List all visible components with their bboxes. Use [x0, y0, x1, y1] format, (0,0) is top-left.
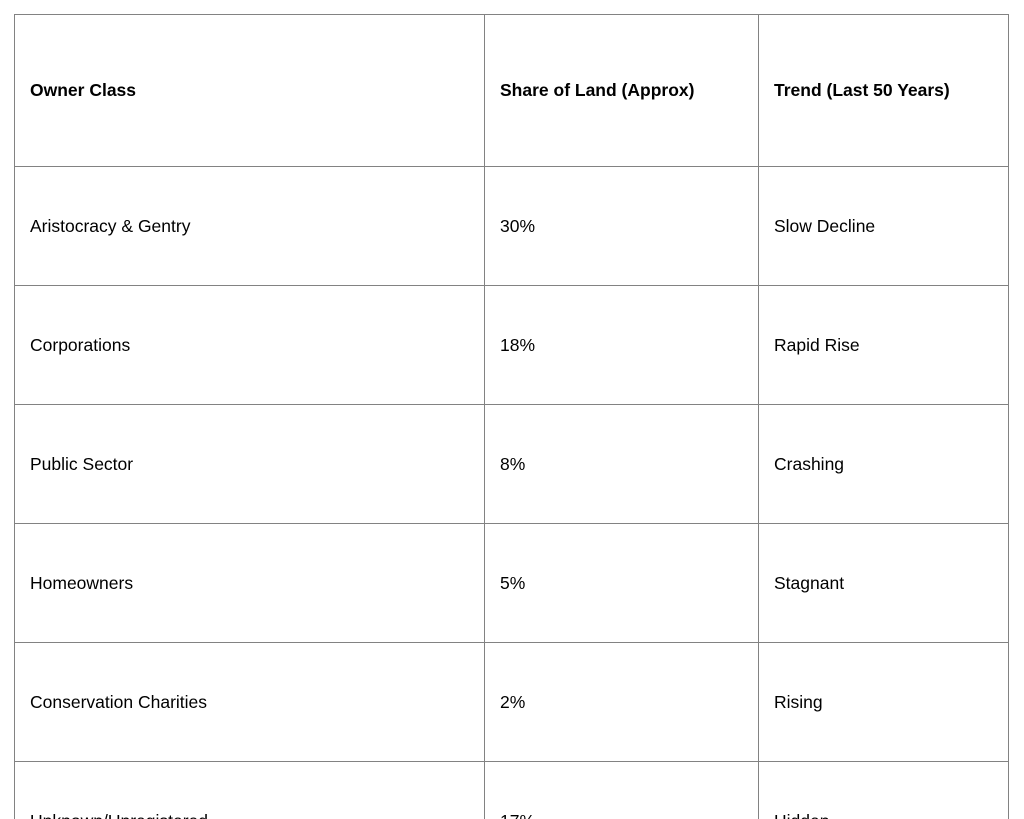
header-cell-trend: Trend (Last 50 Years): [758, 14, 1009, 167]
table-row: Unknown/Unregistered 17% Hidden: [14, 761, 1009, 819]
table-cell-share: 30%: [484, 166, 759, 286]
land-ownership-table: Owner Class Share of Land (Approx) Trend…: [14, 14, 1009, 819]
table-cell-trend: Slow Decline: [758, 166, 1009, 286]
table-cell-owner: Unknown/Unregistered: [14, 761, 485, 819]
table-header-row: Owner Class Share of Land (Approx) Trend…: [14, 14, 1009, 167]
header-cell-share-of-land: Share of Land (Approx): [484, 14, 759, 167]
table-cell-owner: Conservation Charities: [14, 642, 485, 762]
table-cell-owner: Aristocracy & Gentry: [14, 166, 485, 286]
table-row: Aristocracy & Gentry 30% Slow Decline: [14, 166, 1009, 286]
table-row: Homeowners 5% Stagnant: [14, 523, 1009, 643]
table-cell-share: 2%: [484, 642, 759, 762]
table-row: Conservation Charities 2% Rising: [14, 642, 1009, 762]
table-cell-share: 5%: [484, 523, 759, 643]
table-cell-trend: Crashing: [758, 404, 1009, 524]
header-cell-owner-class: Owner Class: [14, 14, 485, 167]
table-cell-owner: Public Sector: [14, 404, 485, 524]
table-cell-trend: Hidden: [758, 761, 1009, 819]
table-cell-share: 17%: [484, 761, 759, 819]
table-cell-trend: Stagnant: [758, 523, 1009, 643]
table-cell-trend: Rapid Rise: [758, 285, 1009, 405]
table-cell-trend: Rising: [758, 642, 1009, 762]
table-row: Corporations 18% Rapid Rise: [14, 285, 1009, 405]
table-row: Public Sector 8% Crashing: [14, 404, 1009, 524]
table-cell-share: 8%: [484, 404, 759, 524]
table-cell-share: 18%: [484, 285, 759, 405]
table-cell-owner: Homeowners: [14, 523, 485, 643]
table-cell-owner: Corporations: [14, 285, 485, 405]
